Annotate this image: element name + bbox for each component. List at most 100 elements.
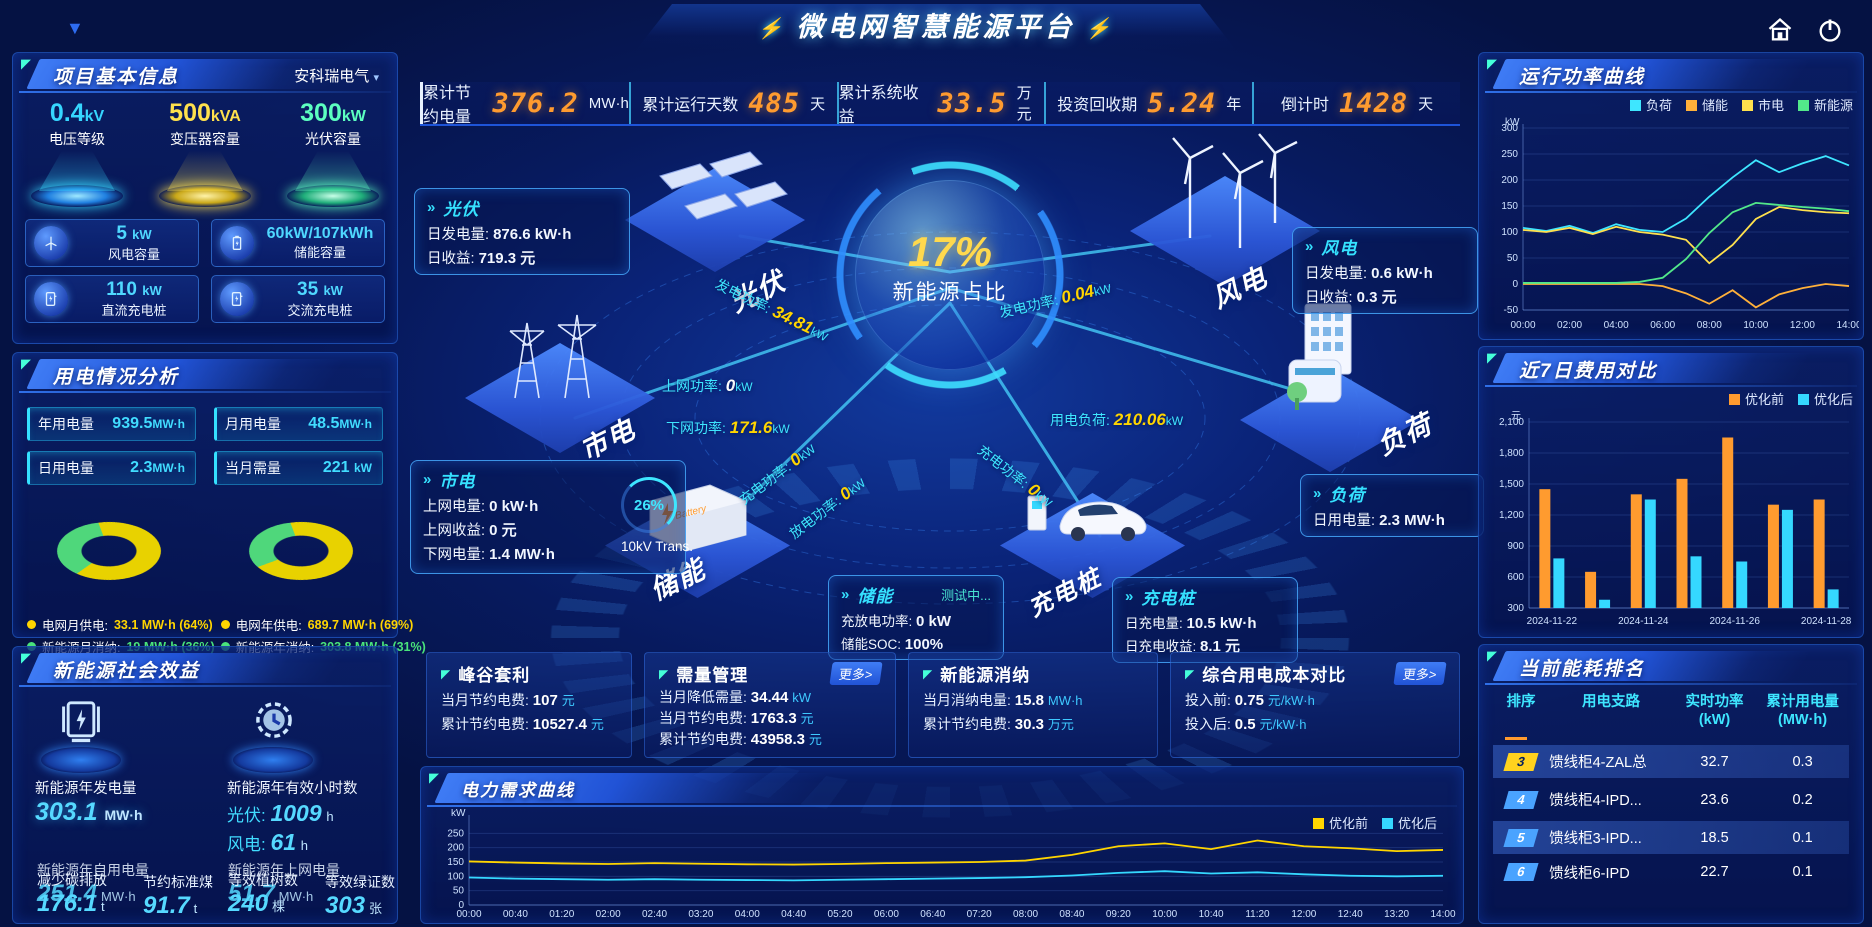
svg-text:200: 200 [447, 843, 464, 854]
svg-text:00:00: 00:00 [456, 909, 481, 920]
panel-title: 项目基本信息 [53, 67, 180, 88]
page-title: 微电网智慧能源平台 [796, 12, 1076, 42]
panel-demand-curve: ◤ 电力需求曲线 优化前 优化后 0 50 100 150 200 250 kW 00:00 0… [420, 766, 1464, 924]
svg-text:06:00: 06:00 [874, 909, 899, 920]
svg-text:200: 200 [1501, 175, 1518, 186]
legend-item-after[interactable]: 优化后 [1381, 813, 1437, 832]
glow-disc [287, 185, 379, 207]
table-row[interactable]: 3 馈线柜4-ZAL总 32.7 0.3 [1493, 745, 1849, 779]
load-info-box: » 负荷 日用电量: 2.3 MW·h [1300, 474, 1484, 537]
stat-month-usage: 月用电量 48.5MW·h [214, 407, 383, 441]
kpi-total-income: 累计系统收益 33.5 万元 [836, 82, 1045, 126]
svg-text:300: 300 [1507, 603, 1524, 614]
svg-text:11:20: 11:20 [1245, 909, 1270, 920]
spot-pv-capacity: 300kW 光伏容量 [270, 99, 397, 207]
home-icon[interactable] [1766, 16, 1794, 44]
corner-accent-icon: ◤ [21, 56, 31, 71]
usage-stats: 年用电量 939.5MW·h 月用电量 48.5MW·h 日用电量 2.3MW·h 当… [27, 407, 383, 485]
corner-accent-icon: ◤ [441, 666, 451, 681]
svg-text:100: 100 [1501, 227, 1518, 238]
svg-text:04:40: 04:40 [781, 909, 806, 920]
wind-info-box: » 风电 日发电量: 0.6 kW·h 日收益: 0.3 元 [1292, 227, 1478, 314]
legend-item-renewable[interactable]: 新能源 [1797, 95, 1853, 114]
chevron-right-icon: » [1313, 485, 1322, 502]
corner-accent-icon: ◤ [21, 356, 31, 371]
renewable-share-value: 17% [907, 228, 993, 275]
card-demand-management: ◤ 需量管理 更多> 当月降低需量: 34.44 kW 当月节约电费: 1763.… [644, 652, 896, 758]
benefit-self-use: 新能源年自用电量 251.4 MW·h [37, 862, 149, 907]
stat-month-demand: 当月需量 221 kW [214, 451, 383, 485]
table-row[interactable]: 5 馈线柜3-IPD... 18.5 0.1 [1493, 821, 1849, 855]
chevron-right-icon: » [423, 471, 432, 488]
svg-text:06:40: 06:40 [920, 909, 945, 920]
panel-power-curve: ◤ 运行功率曲线 负荷 储能 市电 新能源 -50 0 50 100 150 200 250… [1478, 52, 1864, 340]
kpi-payback-period: 投资回收期 5.24 年 [1044, 82, 1252, 124]
svg-text:250: 250 [1501, 149, 1518, 160]
stat-wind-capacity: 5 kW 风电容量 [25, 219, 199, 267]
card-cost-comparison: ◤ 综合用电成本对比 更多> 投入前: 0.75 元/kW·h 投入后: 0.5 … [1170, 652, 1460, 758]
energy-flow-diagram: 17% 新能源占比 光伏 市电 Battery 储 [410, 118, 1484, 818]
charger-info-box: » 充电桩 日充电量: 10.5 kW·h 日充电收益: 8.1 元 [1112, 577, 1298, 663]
scroll-indicator [1505, 737, 1527, 741]
benefit-hours: 新能源年有效小时数 光伏: 1009 h 风电: 61 h [205, 695, 397, 856]
kpi-countdown: 倒计时 1428 天 [1252, 82, 1460, 124]
svg-text:900: 900 [1507, 541, 1524, 552]
corner-accent-icon: ◤ [923, 666, 933, 681]
table-row[interactable]: 6 馈线柜6-IPD 22.7 0.1 [1493, 859, 1849, 885]
donut-month-supply [47, 516, 171, 586]
power-icon[interactable] [1816, 16, 1844, 44]
legend-item-load[interactable]: 负荷 [1629, 95, 1672, 114]
legend-item-after[interactable]: 优化后 [1797, 389, 1853, 408]
ac-charger-icon [220, 282, 254, 316]
panel-energy-ranking: ◤ 当前能耗排名 排序 用电支路 实时功率 (kW) 累计用电量 (MW·h) 3 馈… [1478, 644, 1864, 924]
svg-text:kW: kW [451, 809, 466, 819]
dc-charger-icon [34, 282, 68, 316]
svg-text:00:00: 00:00 [1510, 320, 1535, 331]
spot-transformer: 500kVA 变压器容量 [142, 99, 269, 207]
rank-badge: 3 [1503, 752, 1539, 771]
transformer-load-gauge: 26% 10kV Trans. [621, 477, 693, 554]
battery-icon [220, 226, 254, 260]
svg-text:2024-11-26: 2024-11-26 [1710, 616, 1761, 627]
benefit-feed-in: 新能源年上网电量 51.7 MW·h [228, 862, 340, 907]
svg-text:2024-11-22: 2024-11-22 [1527, 616, 1578, 627]
company-select[interactable]: 安科瑞电气 ▾ [294, 68, 379, 85]
svg-text:0: 0 [1512, 279, 1518, 290]
svg-text:元: 元 [1511, 411, 1521, 422]
svg-text:10:40: 10:40 [1199, 909, 1224, 920]
corner-accent-icon: ◤ [21, 650, 31, 665]
top-left-marker-icon: ▼ [66, 18, 84, 38]
renewable-share-sphere: 17% 新能源占比 [855, 180, 1045, 370]
panel-title: 用电情况分析 [53, 367, 180, 388]
grid-towers-icon [509, 314, 597, 399]
card-renewable-consumption: ◤ 新能源消纳 当月消纳电量: 15.8 MW·h 累计节约电费: 30.3 万元 [908, 652, 1158, 758]
svg-text:12:00: 12:00 [1790, 320, 1815, 331]
table-row[interactable]: 4 馈线柜4-IPD... 23.6 0.2 [1493, 783, 1849, 816]
panel-project-info-header: ◤ 项目基本信息 安科瑞电气 ▾ [19, 56, 391, 93]
legend-item-before[interactable]: 优化前 [1312, 813, 1368, 832]
panel-title: 当前能耗排名 [1519, 659, 1646, 680]
stat-dc-charger: 110 kW 直流充电桩 [25, 275, 199, 323]
svg-text:03:20: 03:20 [688, 909, 713, 920]
storage-info-box: » 储能 测试中... 充放电功率: 0 kW 储能SOC: 100% [828, 575, 1004, 660]
stat-day-usage: 日用电量 2.3MW·h [27, 451, 196, 485]
more-button[interactable]: 更多> [1393, 662, 1447, 685]
svg-text:1,200: 1,200 [1499, 510, 1524, 521]
benefit-co2: 减少碳排放 176.1 t [37, 872, 107, 917]
ranking-header: 排序 用电支路 实时功率 (kW) 累计用电量 (MW·h) [1506, 694, 1839, 729]
more-button[interactable]: 更多> [829, 662, 883, 685]
demand-curve-chart: 0 50 100 150 200 250 kW 00:00 00:40 01:20 02:00 02:… [447, 808, 1456, 920]
wind-turbines-icon [1172, 133, 1298, 248]
grid-info-box: » 市电 上网电量: 0 kW·h 上网收益: 0 元 下网电量: 1.4 MW·… [410, 460, 693, 574]
chevron-right-icon: » [1125, 588, 1134, 605]
svg-text:06:00: 06:00 [1650, 320, 1675, 331]
legend-item-storage[interactable]: 储能 [1685, 95, 1728, 114]
pv-info-box: » 光伏 日发电量: 876.6 kW·h 日收益: 719.3 元 [414, 188, 630, 275]
benefit-coal: 节约标准煤 91.7 t [143, 874, 213, 919]
flow-feed-in-power: 上网功率: 0kW [662, 376, 753, 395]
legend-item-grid[interactable]: 市电 [1741, 95, 1784, 114]
demand-curve-legend: 优化前 优化后 [1312, 809, 1447, 832]
legend-item-before[interactable]: 优化前 [1728, 389, 1784, 408]
kpi-bar: 累计节约电量 376.2 MW·h 累计运行天数 485 天 累计系统收益 33.5 万元 … [420, 82, 1460, 126]
benefit-certs: 等效绿证数 303 张 [325, 874, 395, 919]
